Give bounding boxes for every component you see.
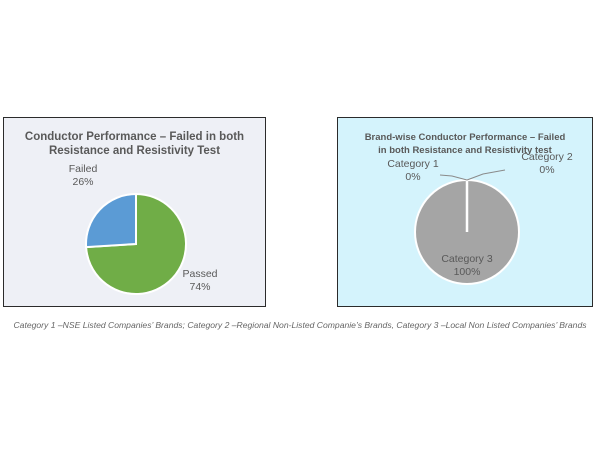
title-line-2: in both Resistance and Resistivity test — [378, 145, 552, 156]
brand-wise-performance-chart: Brand-wise Conductor Performance – Faile… — [337, 117, 593, 307]
leader-line-category-2 — [466, 169, 506, 181]
title-line-1: Brand-wise Conductor Performance – Faile… — [364, 132, 566, 143]
pie-slice-failed[interactable] — [85, 192, 137, 249]
label-category-3-name: Category 3 — [441, 253, 493, 265]
conductor-performance-chart: Conductor Performance – Failed in both R… — [3, 117, 266, 307]
leader-line-category-1 — [439, 174, 468, 181]
figure-caption: Category 1 –NSE Listed Companies’ Brands… — [13, 320, 587, 330]
label-category-3-value: 100% — [453, 266, 481, 278]
label-category-2: Category 2 0% — [512, 151, 582, 177]
label-category-1-value: 0% — [405, 171, 421, 183]
pie-chart-categories — [414, 169, 520, 285]
label-failed-value: 26% — [72, 176, 94, 188]
title-line-1: Conductor Performance – Failed in both — [24, 131, 245, 143]
label-passed: Passed 74% — [180, 268, 220, 294]
label-failed-name: Failed — [68, 163, 98, 175]
label-category-1-name: Category 1 — [387, 158, 439, 170]
label-passed-name: Passed — [182, 268, 218, 280]
label-category-3: Category 3 100% — [432, 253, 502, 279]
title-line-2: Resistance and Resistivity Test — [48, 145, 221, 157]
label-category-2-value: 0% — [539, 164, 555, 176]
label-category-2-name: Category 2 — [521, 151, 573, 163]
pie-chart-failed-passed — [85, 192, 187, 295]
label-passed-value: 74% — [189, 281, 211, 293]
label-failed: Failed 26% — [66, 163, 100, 189]
label-category-1: Category 1 0% — [378, 158, 448, 184]
chart-title: Conductor Performance – Failed in both R… — [4, 130, 265, 158]
chart-title: Brand-wise Conductor Performance – Faile… — [338, 131, 592, 157]
